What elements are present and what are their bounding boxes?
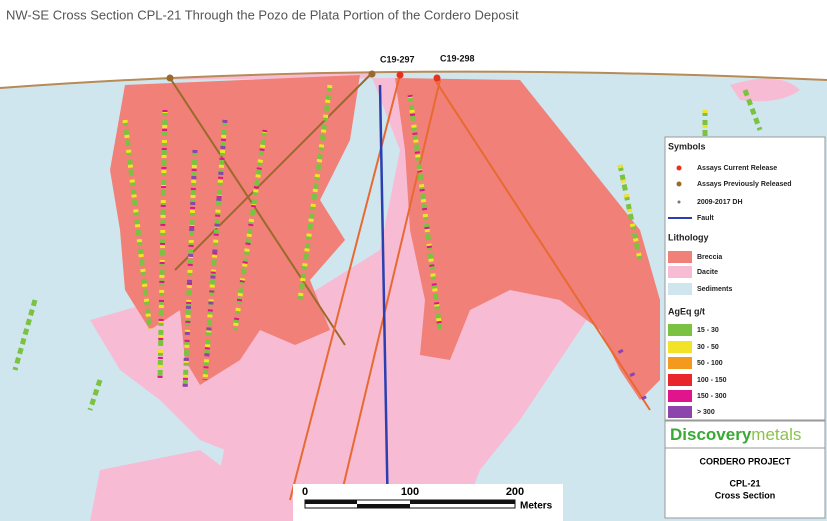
drill-trace	[434, 79, 651, 411]
legend-label: Fault	[697, 215, 714, 222]
collar	[433, 74, 441, 82]
collar	[396, 71, 404, 79]
legend-swatch	[668, 406, 692, 418]
legend-swatch	[668, 390, 692, 402]
legend-swatch	[668, 324, 692, 336]
scale-seg	[357, 504, 410, 508]
breccia	[395, 78, 660, 400]
dacite	[90, 300, 330, 460]
project-section: CPL-21	[729, 478, 760, 488]
legend-label: 150 - 300	[697, 393, 727, 400]
legend-swatch	[668, 374, 692, 386]
scale-label: 0	[302, 486, 308, 498]
project-name: CORDERO PROJECT	[699, 456, 791, 466]
collar	[368, 70, 376, 78]
legend-heading: AgEq g/t	[668, 306, 705, 316]
collar	[166, 74, 174, 82]
hole-label: C19-297	[380, 54, 415, 64]
legend-label: Assays Current Release	[697, 165, 777, 172]
legend-label: Dacite	[697, 269, 718, 276]
scale-label: 200	[506, 486, 524, 498]
title-block: Discoverymetals CORDERO PROJECT CPL-21 C…	[664, 420, 826, 519]
legend-label: 100 - 150	[697, 377, 727, 384]
legend-heading: Symbols	[668, 141, 706, 151]
legend-symbol	[676, 181, 682, 187]
logo-box	[664, 420, 826, 449]
cross-section: C19-297 C19-298	[0, 40, 827, 521]
legend-swatch	[668, 251, 692, 263]
legend-label: Sediments	[697, 286, 733, 293]
scale-seg	[410, 500, 515, 504]
legend-label: > 300	[697, 409, 715, 416]
legend-label: Assays Previously Released	[697, 181, 792, 188]
assay-core	[122, 84, 708, 391]
dacite	[90, 450, 240, 521]
legend-swatch	[668, 341, 692, 353]
legend-label: Breccia	[697, 254, 722, 261]
dacite	[730, 78, 800, 102]
legend-symbol	[676, 165, 682, 171]
title: NW-SE Cross Section CPL-21 Through the P…	[6, 7, 519, 22]
legend-swatch	[668, 266, 692, 278]
project-box	[664, 447, 826, 519]
legend: Symbols Assays Current Release Assays Pr…	[664, 136, 826, 421]
hole-label: C19-298	[440, 53, 475, 63]
legend-swatch	[668, 357, 692, 369]
scale-seg	[305, 500, 357, 504]
logo-part: Discovery	[670, 425, 752, 444]
drill-holes	[12, 70, 763, 521]
scale-label: 100	[401, 486, 419, 498]
legend-label: 50 - 100	[697, 360, 723, 367]
logo: Discoverymetals	[670, 425, 801, 444]
drill-trace	[169, 77, 346, 346]
fault	[378, 84, 390, 521]
project-section: Cross Section	[715, 490, 776, 500]
legend-label: 2009-2017 DH	[697, 199, 743, 206]
logo-part: metals	[751, 425, 801, 444]
scale-bar: 0 100 200 Meters	[293, 484, 563, 521]
scale-unit: Meters	[520, 501, 553, 512]
drill-trace	[174, 74, 371, 271]
legend-symbol	[677, 200, 681, 204]
drill-trace	[339, 79, 441, 501]
breccia	[110, 75, 360, 385]
legend-box	[664, 136, 826, 421]
legend-label: 15 - 30	[697, 327, 719, 334]
legend-swatch	[668, 283, 692, 295]
assay-core	[182, 119, 648, 402]
topography	[0, 70, 827, 89]
legend-heading: Lithology	[668, 232, 709, 242]
legend-label: 30 - 50	[697, 344, 719, 351]
